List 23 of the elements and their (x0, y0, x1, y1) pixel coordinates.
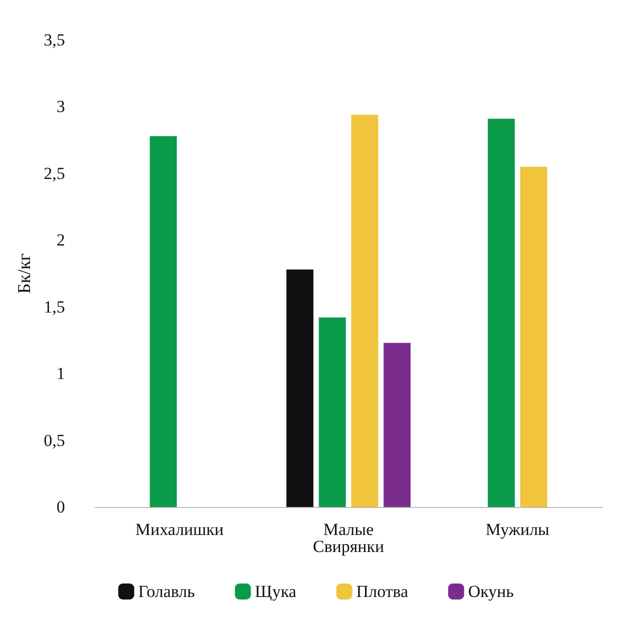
y-tick-label: 2,5 (44, 164, 65, 183)
bar (286, 269, 314, 507)
legend-label: Плотва (356, 582, 409, 601)
legend-label: Щука (254, 582, 297, 601)
y-tick-label: 2 (56, 230, 65, 250)
y-tick-label: 0,5 (44, 430, 65, 450)
y-tick-label: 0 (56, 498, 65, 516)
y-tick-label: 3,5 (44, 30, 65, 50)
legend-label: Голавль (138, 582, 196, 601)
bar (520, 166, 548, 507)
y-tick-label: 1,5 (44, 297, 65, 316)
bar (150, 136, 177, 507)
y-tick-label: 1 (56, 364, 65, 384)
x-tick-label: Михалишки (135, 520, 224, 539)
y-tick-label: 3 (56, 97, 65, 116)
bar (318, 318, 346, 507)
bar (351, 114, 378, 507)
y-axis-title: Бк/кг (14, 253, 34, 294)
x-tick-label: Мужилы (486, 520, 550, 539)
bar (384, 342, 411, 507)
bar (488, 118, 515, 507)
legend-label: Окунь (468, 582, 514, 601)
x-tick-label: Малые Свирянки (312, 520, 384, 556)
